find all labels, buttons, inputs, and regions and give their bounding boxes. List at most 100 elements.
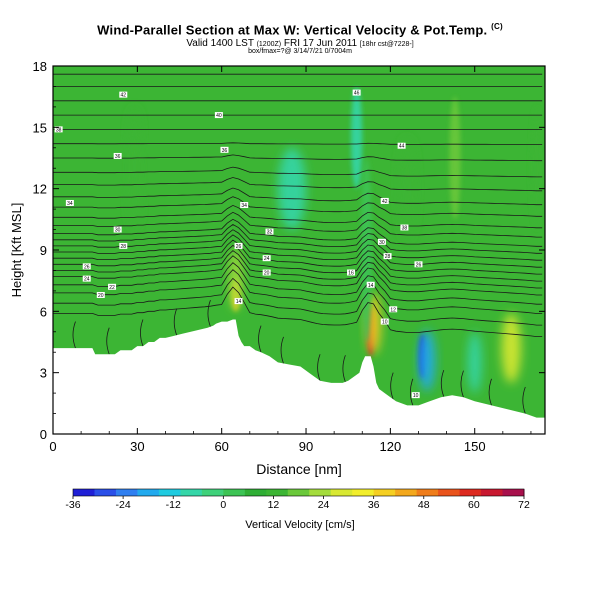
isentrope (53, 211, 543, 238)
y-axis-label: Height [Kft MSL] (9, 203, 24, 298)
contour-label: 10 (380, 318, 389, 326)
colorbar-swatch (330, 489, 353, 496)
contour-label: 38 (54, 126, 63, 133)
colorbar-tick-label: 48 (418, 499, 430, 511)
isentrope (488, 378, 492, 406)
isentrope (258, 325, 262, 353)
svg-text:24: 24 (264, 256, 270, 262)
svg-text:34: 34 (241, 203, 247, 209)
isentrope (317, 354, 321, 381)
svg-text:30: 30 (379, 240, 385, 246)
contour-label: 14 (366, 281, 375, 289)
y-tick-label: 0 (40, 427, 47, 442)
chart-title: Wind-Parallel Section at Max W: Vertical… (97, 22, 503, 38)
contour-label: 36 (113, 152, 122, 160)
svg-text:24: 24 (84, 277, 90, 283)
x-tick-label: 60 (214, 439, 228, 454)
y-tick-label: 15 (33, 120, 47, 135)
svg-text:28: 28 (121, 244, 127, 250)
isentrope (53, 142, 543, 145)
svg-text:12: 12 (390, 307, 396, 313)
w-cell (127, 106, 142, 230)
svg-text:14: 14 (236, 299, 242, 305)
svg-text:26: 26 (236, 244, 242, 250)
colorbar-swatch (287, 489, 310, 496)
isentrope (53, 218, 543, 247)
colorbar-swatch (94, 489, 117, 496)
y-tick-label: 3 (40, 366, 47, 381)
contour-label: 26 (82, 263, 91, 270)
contour-label: 28 (119, 242, 128, 250)
colorbar-swatch (137, 489, 160, 496)
colorbar-swatch (244, 489, 267, 496)
isentrope (342, 355, 346, 383)
contour-label: 26 (234, 242, 243, 250)
svg-text:20: 20 (264, 270, 270, 276)
w-cell (501, 313, 522, 383)
isentrope (53, 269, 543, 314)
svg-text:10: 10 (413, 393, 419, 399)
w-cell (467, 331, 482, 394)
colorbar-tick-label: 72 (518, 499, 530, 511)
colorbar-tick-label: -36 (65, 499, 80, 511)
colorbar-tick-label: 60 (468, 499, 480, 511)
colorbar-swatch (502, 489, 525, 496)
isentrope (53, 234, 543, 268)
isentrope (53, 239, 543, 275)
isentrope (53, 154, 543, 162)
colorbar-swatch (201, 489, 224, 496)
colorbar-swatch (481, 489, 504, 496)
colorbar-swatch (73, 489, 95, 496)
contour-label: 20 (96, 291, 105, 299)
contour-label: 34 (65, 199, 74, 207)
isentrope (53, 229, 543, 261)
contour-label: 32 (265, 228, 274, 236)
y-tick-label: 12 (33, 182, 47, 197)
colorbar-swatch (180, 489, 203, 496)
contour-label: 24 (82, 275, 91, 283)
x-tick-label: 90 (299, 439, 313, 454)
isentrope (390, 372, 394, 400)
colorbar: -36 -24 -12 0 12 24 36 48 60 72 (65, 488, 530, 511)
isentrope (522, 386, 526, 414)
isentrope (53, 277, 543, 326)
svg-text:44: 44 (399, 144, 405, 150)
isentrope (280, 336, 284, 364)
isentrope (53, 244, 543, 282)
x-tick-label: 0 (49, 439, 56, 454)
svg-text:16: 16 (348, 270, 354, 276)
isentrope (106, 327, 110, 355)
w-cell (351, 86, 363, 189)
colorbar-tick-label: 36 (368, 499, 380, 511)
terrain-mask (53, 319, 545, 434)
svg-text:20: 20 (98, 293, 104, 299)
colorbar-swatch (416, 489, 439, 496)
contour-label: 10 (411, 392, 420, 399)
colorbar-tick-label: -12 (166, 499, 181, 511)
svg-text:38: 38 (402, 226, 408, 232)
x-axis: 0 30 60 90 120 150 (49, 66, 532, 454)
svg-text:40: 40 (216, 113, 222, 119)
contour-label: 42 (380, 197, 389, 205)
svg-text:32: 32 (267, 230, 273, 236)
isentrope (53, 286, 543, 337)
isentrope (53, 166, 543, 178)
w-cell (277, 147, 307, 230)
isentrope (53, 196, 543, 217)
svg-text:42: 42 (121, 93, 127, 99)
y-tick-label: 6 (40, 304, 47, 319)
contour-label: 42 (119, 91, 128, 99)
colorbar-swatch (266, 489, 289, 496)
colorbar-swatch (158, 489, 181, 496)
svg-text:38: 38 (56, 127, 62, 133)
svg-text:36: 36 (115, 154, 121, 160)
contour-label: 46 (352, 89, 361, 97)
colorbar-swatch (352, 489, 375, 496)
colorbar-swatch (395, 489, 418, 496)
svg-text:10: 10 (382, 320, 388, 326)
contour-label: 38 (400, 224, 409, 232)
w-cell (398, 137, 416, 240)
w-cell (360, 158, 373, 342)
